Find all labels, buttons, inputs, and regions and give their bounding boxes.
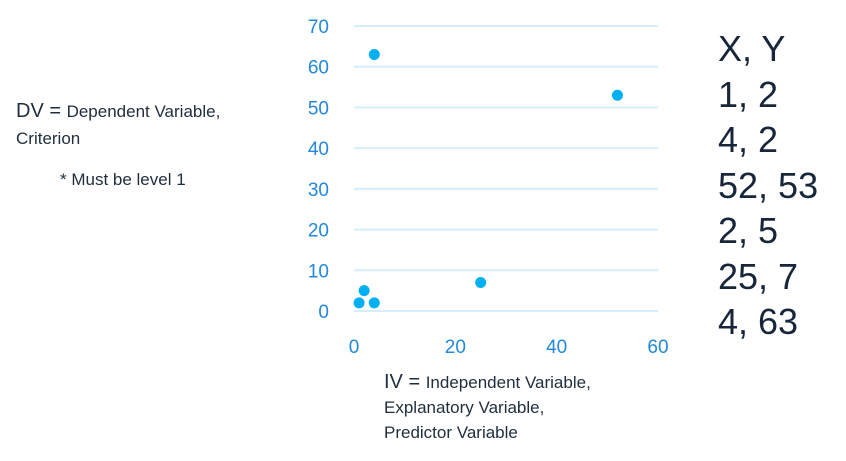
- y-tick-label: 40: [308, 139, 329, 160]
- x-tick-label: 40: [546, 337, 567, 358]
- iv-label: IV = Independent Variable, Explanatory V…: [384, 370, 591, 445]
- table-row: 4, 2: [718, 119, 779, 160]
- dv-line1: Dependent Variable,: [66, 102, 221, 121]
- dv-prefix: DV =: [16, 100, 67, 122]
- iv-prefix: IV =: [384, 371, 426, 393]
- dv-line2: Criterion: [16, 129, 81, 148]
- x-tick-label: 0: [349, 337, 360, 358]
- table-row: 2, 5: [718, 210, 779, 251]
- y-tick-label: 50: [308, 98, 329, 119]
- data-point: [611, 89, 623, 101]
- table-row: 25, 7: [718, 255, 799, 297]
- y-tick-label: 20: [308, 221, 329, 242]
- iv-line2: Explanatory Variable,: [384, 398, 545, 417]
- table-row: 52, 53: [718, 164, 819, 206]
- y-tick-label: 10: [308, 261, 329, 282]
- data-point: [353, 297, 365, 309]
- data-point: [368, 297, 380, 309]
- data-point: [368, 49, 380, 60]
- dv-label: DV = Dependent Variable, Criterion: [16, 98, 220, 152]
- iv-line1: Independent Variable,: [425, 373, 591, 392]
- table-row: 4, 63: [718, 301, 799, 342]
- x-tick-label: 60: [647, 337, 668, 358]
- y-tick-label: 30: [308, 180, 329, 201]
- data-table: X, Y 1, 2 4, 2 52, 53 2, 5 25, 7 4, 63: [718, 26, 818, 345]
- data-point: [358, 285, 370, 297]
- data-point: [475, 277, 487, 288]
- iv-line3: Predictor Variable: [384, 423, 518, 442]
- table-header: X, Y: [718, 28, 786, 69]
- x-tick-label: 20: [445, 337, 466, 358]
- y-tick-label: 70: [308, 17, 329, 38]
- y-tick-label: 0: [318, 302, 329, 323]
- table-row: 1, 2: [718, 73, 779, 115]
- y-tick-label: 60: [308, 58, 329, 79]
- must-note: * Must be level 1: [60, 170, 186, 189]
